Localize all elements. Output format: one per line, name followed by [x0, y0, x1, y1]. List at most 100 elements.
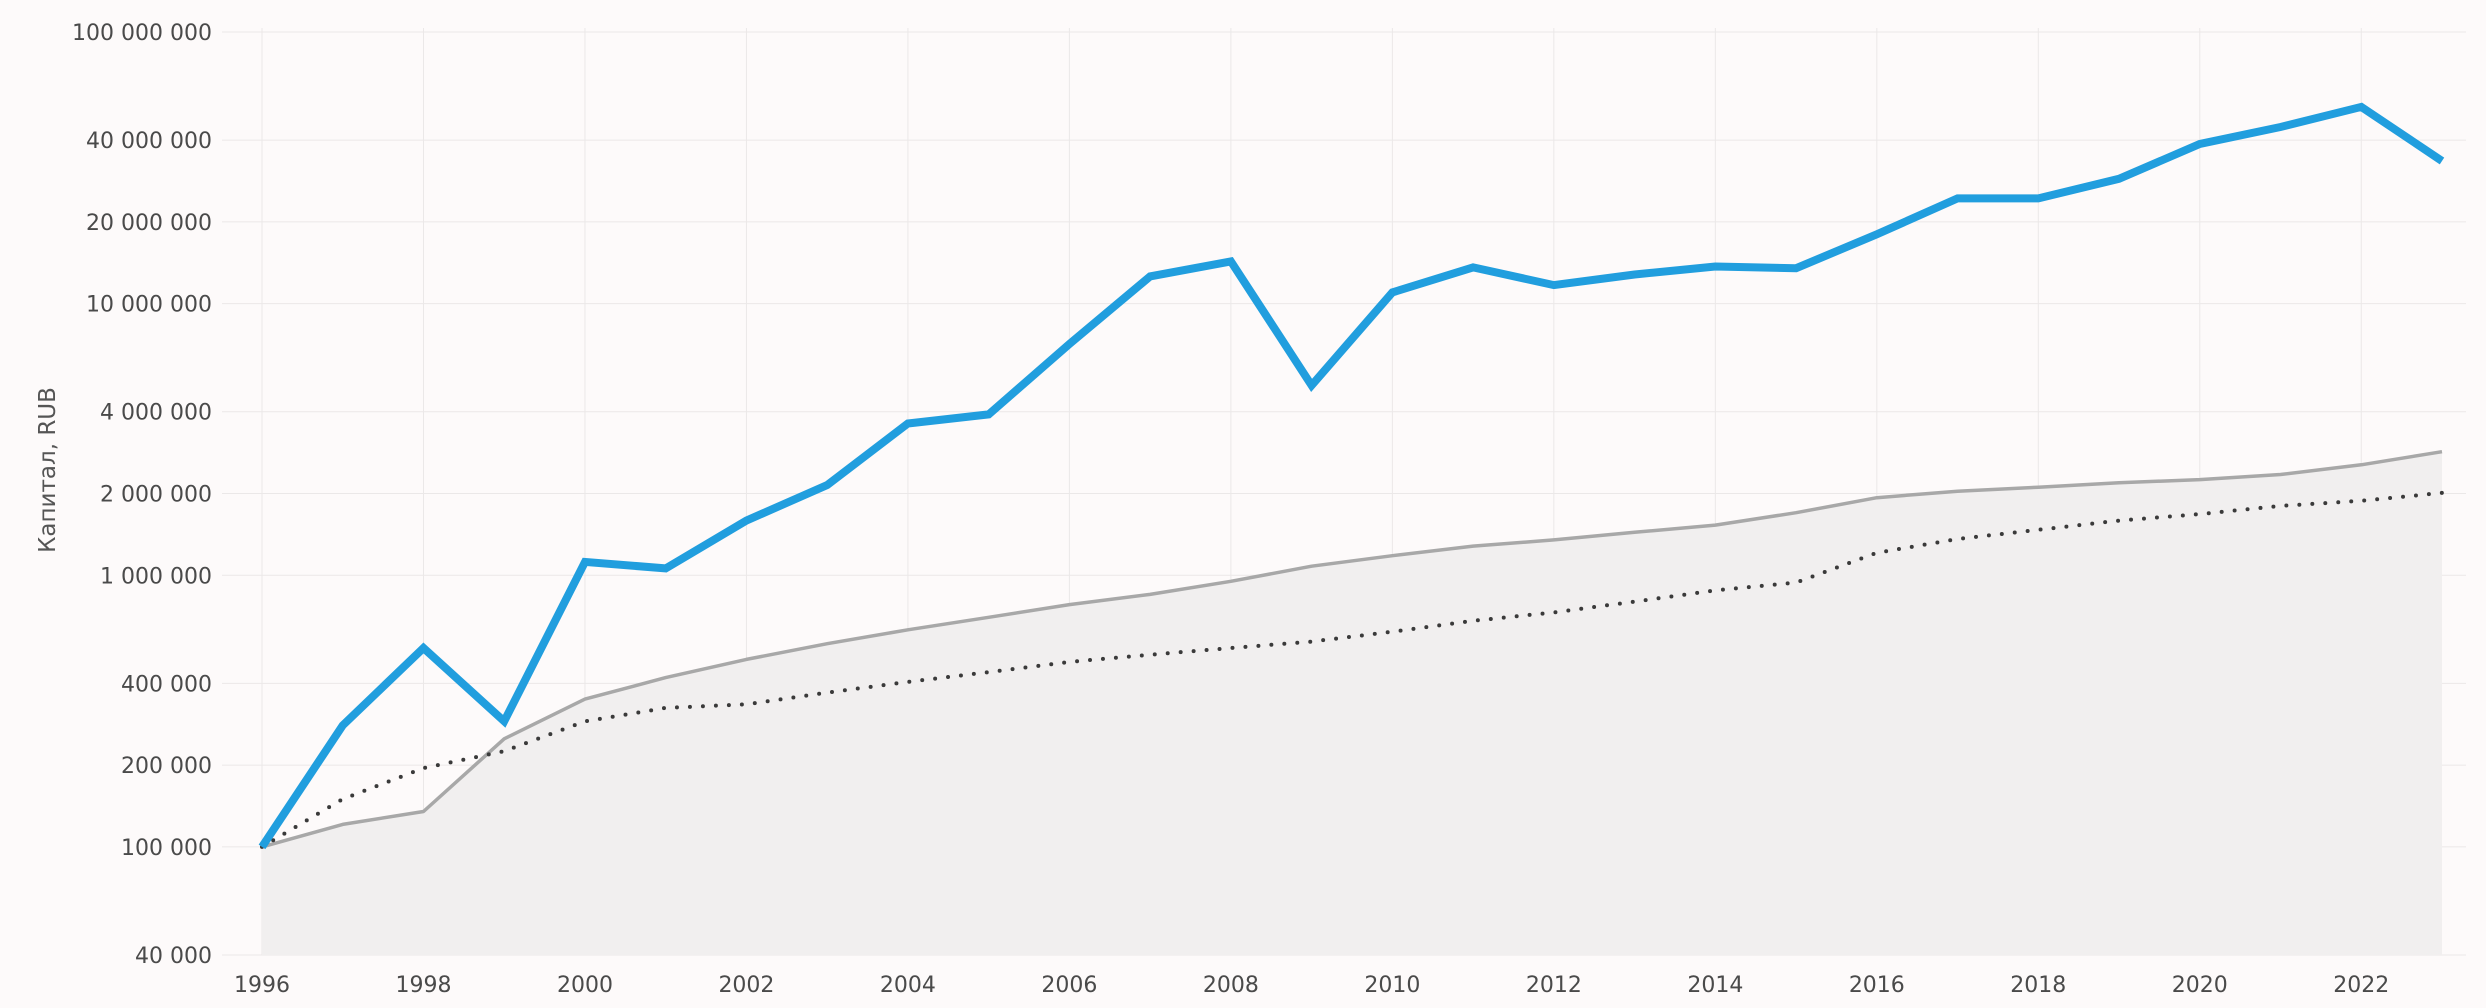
series-1-point — [1473, 620, 1474, 621]
series-1-point — [2038, 529, 2039, 530]
series-0-point — [2199, 479, 2200, 480]
series-1-point — [1230, 648, 1231, 649]
y-tick-label: 20 000 000 — [86, 211, 212, 236]
series-1-point — [1553, 612, 1554, 613]
series-1-point — [1392, 631, 1393, 632]
series-1-point — [907, 681, 908, 682]
series-2-point — [907, 423, 908, 424]
series-0-point — [1473, 546, 1474, 547]
series-0-point — [1715, 525, 1716, 526]
series-2-point — [1150, 276, 1151, 277]
series-2-point — [1715, 266, 1716, 267]
series-2-point — [1876, 234, 1877, 235]
series-2-point — [1473, 267, 1474, 268]
series-0-point — [665, 677, 666, 678]
series-1-point — [504, 751, 505, 752]
y-tick-label: 40 000 — [135, 944, 212, 969]
series-1-point — [342, 799, 343, 800]
y-tick-label: 2 000 000 — [100, 483, 212, 508]
series-0-point — [2038, 487, 2039, 488]
series-1-point — [1311, 641, 1312, 642]
series-2-point — [827, 485, 828, 486]
series-2-point — [262, 846, 263, 847]
series-0-point — [1634, 532, 1635, 533]
series-2-point — [2119, 178, 2120, 179]
series-2-point — [1392, 292, 1393, 293]
x-tick-label: 2010 — [1364, 973, 1420, 998]
series-0-point — [1553, 539, 1554, 540]
series-0-point — [1392, 555, 1393, 556]
series-2-point — [2199, 144, 2200, 145]
series-1-point — [988, 672, 989, 673]
x-tick-label: 2014 — [1687, 973, 1743, 998]
y-tick-label: 4 000 000 — [100, 401, 212, 426]
series-2-point — [988, 414, 989, 415]
series-0-point — [1796, 512, 1797, 513]
series-2-point — [1553, 285, 1554, 286]
y-axis: 40 000 100 000 200 000 400 000 1 000 000 2 00… — [72, 21, 212, 969]
series-0-area — [262, 451, 2442, 955]
series-1-point — [665, 707, 666, 708]
series-1-point — [1796, 582, 1797, 583]
y-tick-label: 1 000 000 — [100, 564, 212, 589]
series-2-point — [423, 648, 424, 649]
series-1-point — [585, 721, 586, 722]
x-tick-label: 2012 — [1526, 973, 1582, 998]
series-2-point — [1957, 198, 1958, 199]
series-0-point — [2442, 451, 2443, 452]
x-tick-label: 2004 — [880, 973, 936, 998]
series-group — [258, 102, 2445, 955]
series-1-point — [2280, 505, 2281, 506]
series-0-point — [342, 824, 343, 825]
series-0-line — [261, 449, 2443, 849]
series-2-point — [2038, 198, 2039, 199]
series-0-point — [2119, 482, 2120, 483]
series-0-point — [1230, 581, 1231, 582]
y-tick-label: 100 000 — [121, 836, 212, 861]
series-2-point — [1069, 344, 1070, 345]
series-1-point — [1150, 654, 1151, 655]
x-tick-label: 1996 — [234, 973, 290, 998]
series-1-point — [1957, 539, 1958, 540]
x-tick-label: 2008 — [1203, 973, 1259, 998]
series-0-point — [907, 629, 908, 630]
series-0-point — [2361, 464, 2362, 465]
series-0-point — [2280, 474, 2281, 475]
x-axis: 1996 1998 2000 2002 2004 2006 2008 2010 2012 2014… — [234, 973, 2389, 998]
series-0-point — [746, 659, 747, 660]
series-2-point — [504, 721, 505, 722]
series-0-point — [1069, 604, 1070, 605]
series-2-point — [2361, 106, 2362, 107]
series-1-point — [746, 704, 747, 705]
series-0-point — [1876, 497, 1877, 498]
y-tick-label: 400 000 — [121, 672, 212, 697]
series-2-point — [2280, 127, 2281, 128]
series-1-point — [2361, 500, 2362, 501]
y-tick-label: 10 000 000 — [86, 293, 212, 318]
y-tick-label: 100 000 000 — [72, 21, 212, 46]
series-1-point — [1876, 552, 1877, 553]
series-2-point — [746, 520, 747, 521]
series-2-point — [1796, 268, 1797, 269]
series-1-point — [2442, 492, 2443, 493]
series-2-point — [1311, 385, 1312, 386]
series-2-point — [1634, 274, 1635, 275]
series-2-point — [665, 568, 666, 569]
x-tick-label: 2006 — [1041, 973, 1097, 998]
series-1-point — [827, 692, 828, 693]
series-1-point — [1069, 661, 1070, 662]
series-1-line — [260, 490, 2444, 849]
x-tick-label: 2002 — [718, 973, 774, 998]
series-2-point — [342, 725, 343, 726]
series-1-point — [1634, 601, 1635, 602]
x-tick-label: 2016 — [1849, 973, 1905, 998]
series-1-point — [423, 768, 424, 769]
y-tick-label: 200 000 — [121, 754, 212, 779]
series-0-point — [1150, 594, 1151, 595]
series-2-point — [1230, 261, 1231, 262]
series-1-point — [2199, 514, 2200, 515]
series-2-point — [2442, 161, 2443, 162]
series-0-point — [1957, 491, 1958, 492]
